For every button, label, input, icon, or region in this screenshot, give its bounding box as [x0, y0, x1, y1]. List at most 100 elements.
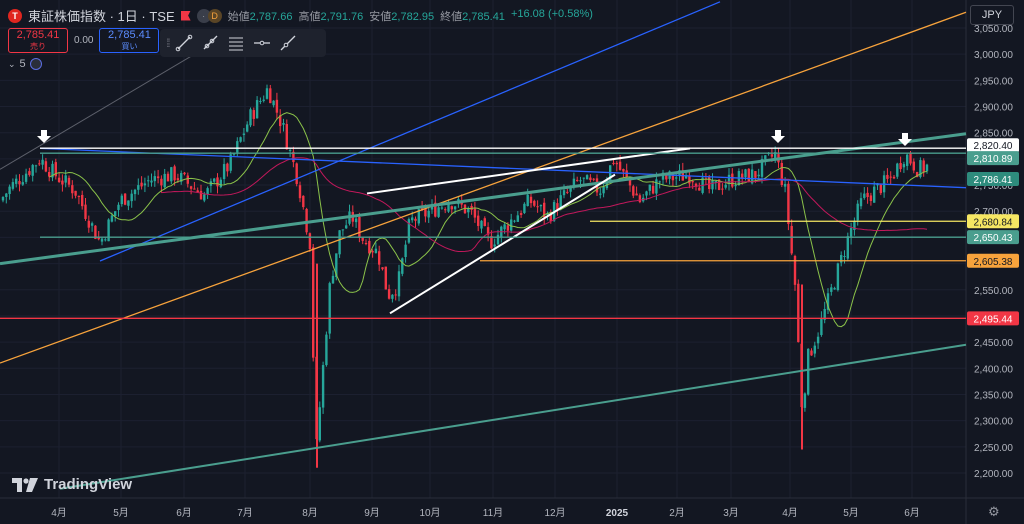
candle-body [213, 178, 216, 182]
candle-body [453, 206, 457, 210]
candle-body [156, 176, 160, 179]
candle-body [925, 164, 929, 172]
drag-handle-icon[interactable]: ⁞⁞ [166, 36, 170, 50]
candle-body [64, 175, 67, 183]
candle-body [305, 208, 308, 233]
candle-body [41, 159, 44, 165]
candle-body [523, 203, 526, 213]
candle-body [153, 176, 156, 182]
teal-trendline-lower[interactable] [59, 343, 967, 490]
candle-body [216, 177, 219, 187]
candle-body [632, 186, 635, 196]
candle-body [114, 211, 117, 216]
candle-body [94, 225, 97, 239]
orange-trendline[interactable] [0, 11, 967, 364]
candle-body [803, 393, 807, 408]
candle-body [859, 198, 863, 207]
symbol-title[interactable]: 東証株価指数 · 1日 · TSE [28, 9, 175, 24]
candle-body [186, 175, 189, 184]
blue-trendline-upper[interactable] [99, 1, 721, 262]
candle-body [427, 210, 430, 218]
candle-body [368, 240, 371, 254]
channel-tool-icon[interactable] [225, 32, 247, 54]
x-tick-label: 12月 [544, 507, 565, 519]
market-status-dot: · [196, 8, 211, 23]
candle-body [127, 200, 130, 206]
currency-selector[interactable]: JPY [970, 5, 1014, 25]
candle-body [533, 200, 536, 206]
candle-body [658, 181, 661, 183]
candle-body [912, 161, 915, 171]
horizontal-line-tool-icon[interactable] [251, 32, 273, 54]
candle-body [447, 204, 450, 212]
candle-body [651, 185, 655, 194]
tradingview-logo[interactable]: TradingView [12, 476, 132, 493]
price-level-label: 2,810.89 [974, 154, 1013, 165]
candle-body [255, 100, 259, 119]
candle-body [879, 184, 882, 194]
candle-body [232, 153, 236, 155]
candle-body [747, 168, 750, 183]
candle-body [896, 163, 899, 177]
down-arrow-marker[interactable] [898, 133, 912, 146]
y-tick-label: 2,350.00 [974, 390, 1013, 401]
down-arrow-marker[interactable] [37, 130, 51, 143]
teal-trendline-upper[interactable] [0, 132, 967, 266]
ohlc-values: 始値2,787.66 高値2,791.76 安値2,782.95 終値2,785… [228, 8, 593, 24]
settings-gear-icon[interactable]: ⚙ [988, 504, 1000, 519]
candle-body [744, 169, 747, 178]
candle-body [444, 209, 447, 211]
sell-button[interactable]: 2,785.41 売り [8, 28, 68, 53]
candle-body [793, 255, 797, 285]
candle-body [242, 133, 246, 135]
candle-body [189, 186, 193, 189]
candle-body [760, 159, 764, 177]
white-wedge-upper[interactable] [366, 147, 691, 195]
candle-body [222, 164, 226, 180]
candle-body [48, 171, 51, 177]
candle-body [437, 207, 440, 217]
candle-body [282, 123, 285, 125]
candle-body [519, 213, 523, 215]
candle-body [123, 193, 127, 205]
candle-body [387, 289, 391, 299]
candle-body [783, 183, 787, 187]
candle-body [183, 172, 186, 175]
candle-body [496, 234, 500, 245]
candle-body [193, 188, 196, 190]
candle-body [298, 185, 302, 199]
down-arrow-marker[interactable] [771, 130, 785, 143]
candle-body [81, 194, 84, 207]
candle-body [318, 407, 321, 441]
candle-body [622, 169, 625, 172]
candle-body [820, 318, 823, 335]
white-wedge-lower[interactable] [389, 173, 616, 315]
candle-body [338, 230, 341, 255]
buy-button[interactable]: 2,785.41 買い [99, 28, 160, 53]
candle-body [526, 194, 529, 207]
candle-body [236, 141, 239, 153]
blue-trendline-lower[interactable] [39, 147, 967, 189]
candle-body [836, 263, 840, 291]
candle-body [341, 229, 345, 231]
candle-body [90, 223, 94, 226]
ray-tool-icon[interactable] [199, 32, 221, 54]
candle-body [117, 204, 120, 210]
candle-body [846, 236, 849, 259]
indicator-settings-icon[interactable] [29, 58, 42, 70]
candle-body [585, 175, 589, 180]
price-level-tag [967, 151, 1019, 166]
extended-line-tool-icon[interactable] [277, 32, 299, 54]
candle-body [539, 205, 543, 207]
candle-body [506, 225, 510, 231]
price-level-label: 2,495.44 [974, 314, 1013, 325]
indicators-toggle[interactable]: ⌄ 5 [8, 58, 42, 70]
candle-body [694, 183, 698, 187]
trendline-tool-icon[interactable] [173, 32, 195, 54]
flag-icon[interactable] [180, 10, 191, 21]
chevron-down-icon[interactable]: ⌄ [8, 58, 16, 69]
candle-body [176, 178, 180, 181]
candle-body [150, 180, 153, 183]
x-tick-label: 11月 [483, 507, 503, 519]
